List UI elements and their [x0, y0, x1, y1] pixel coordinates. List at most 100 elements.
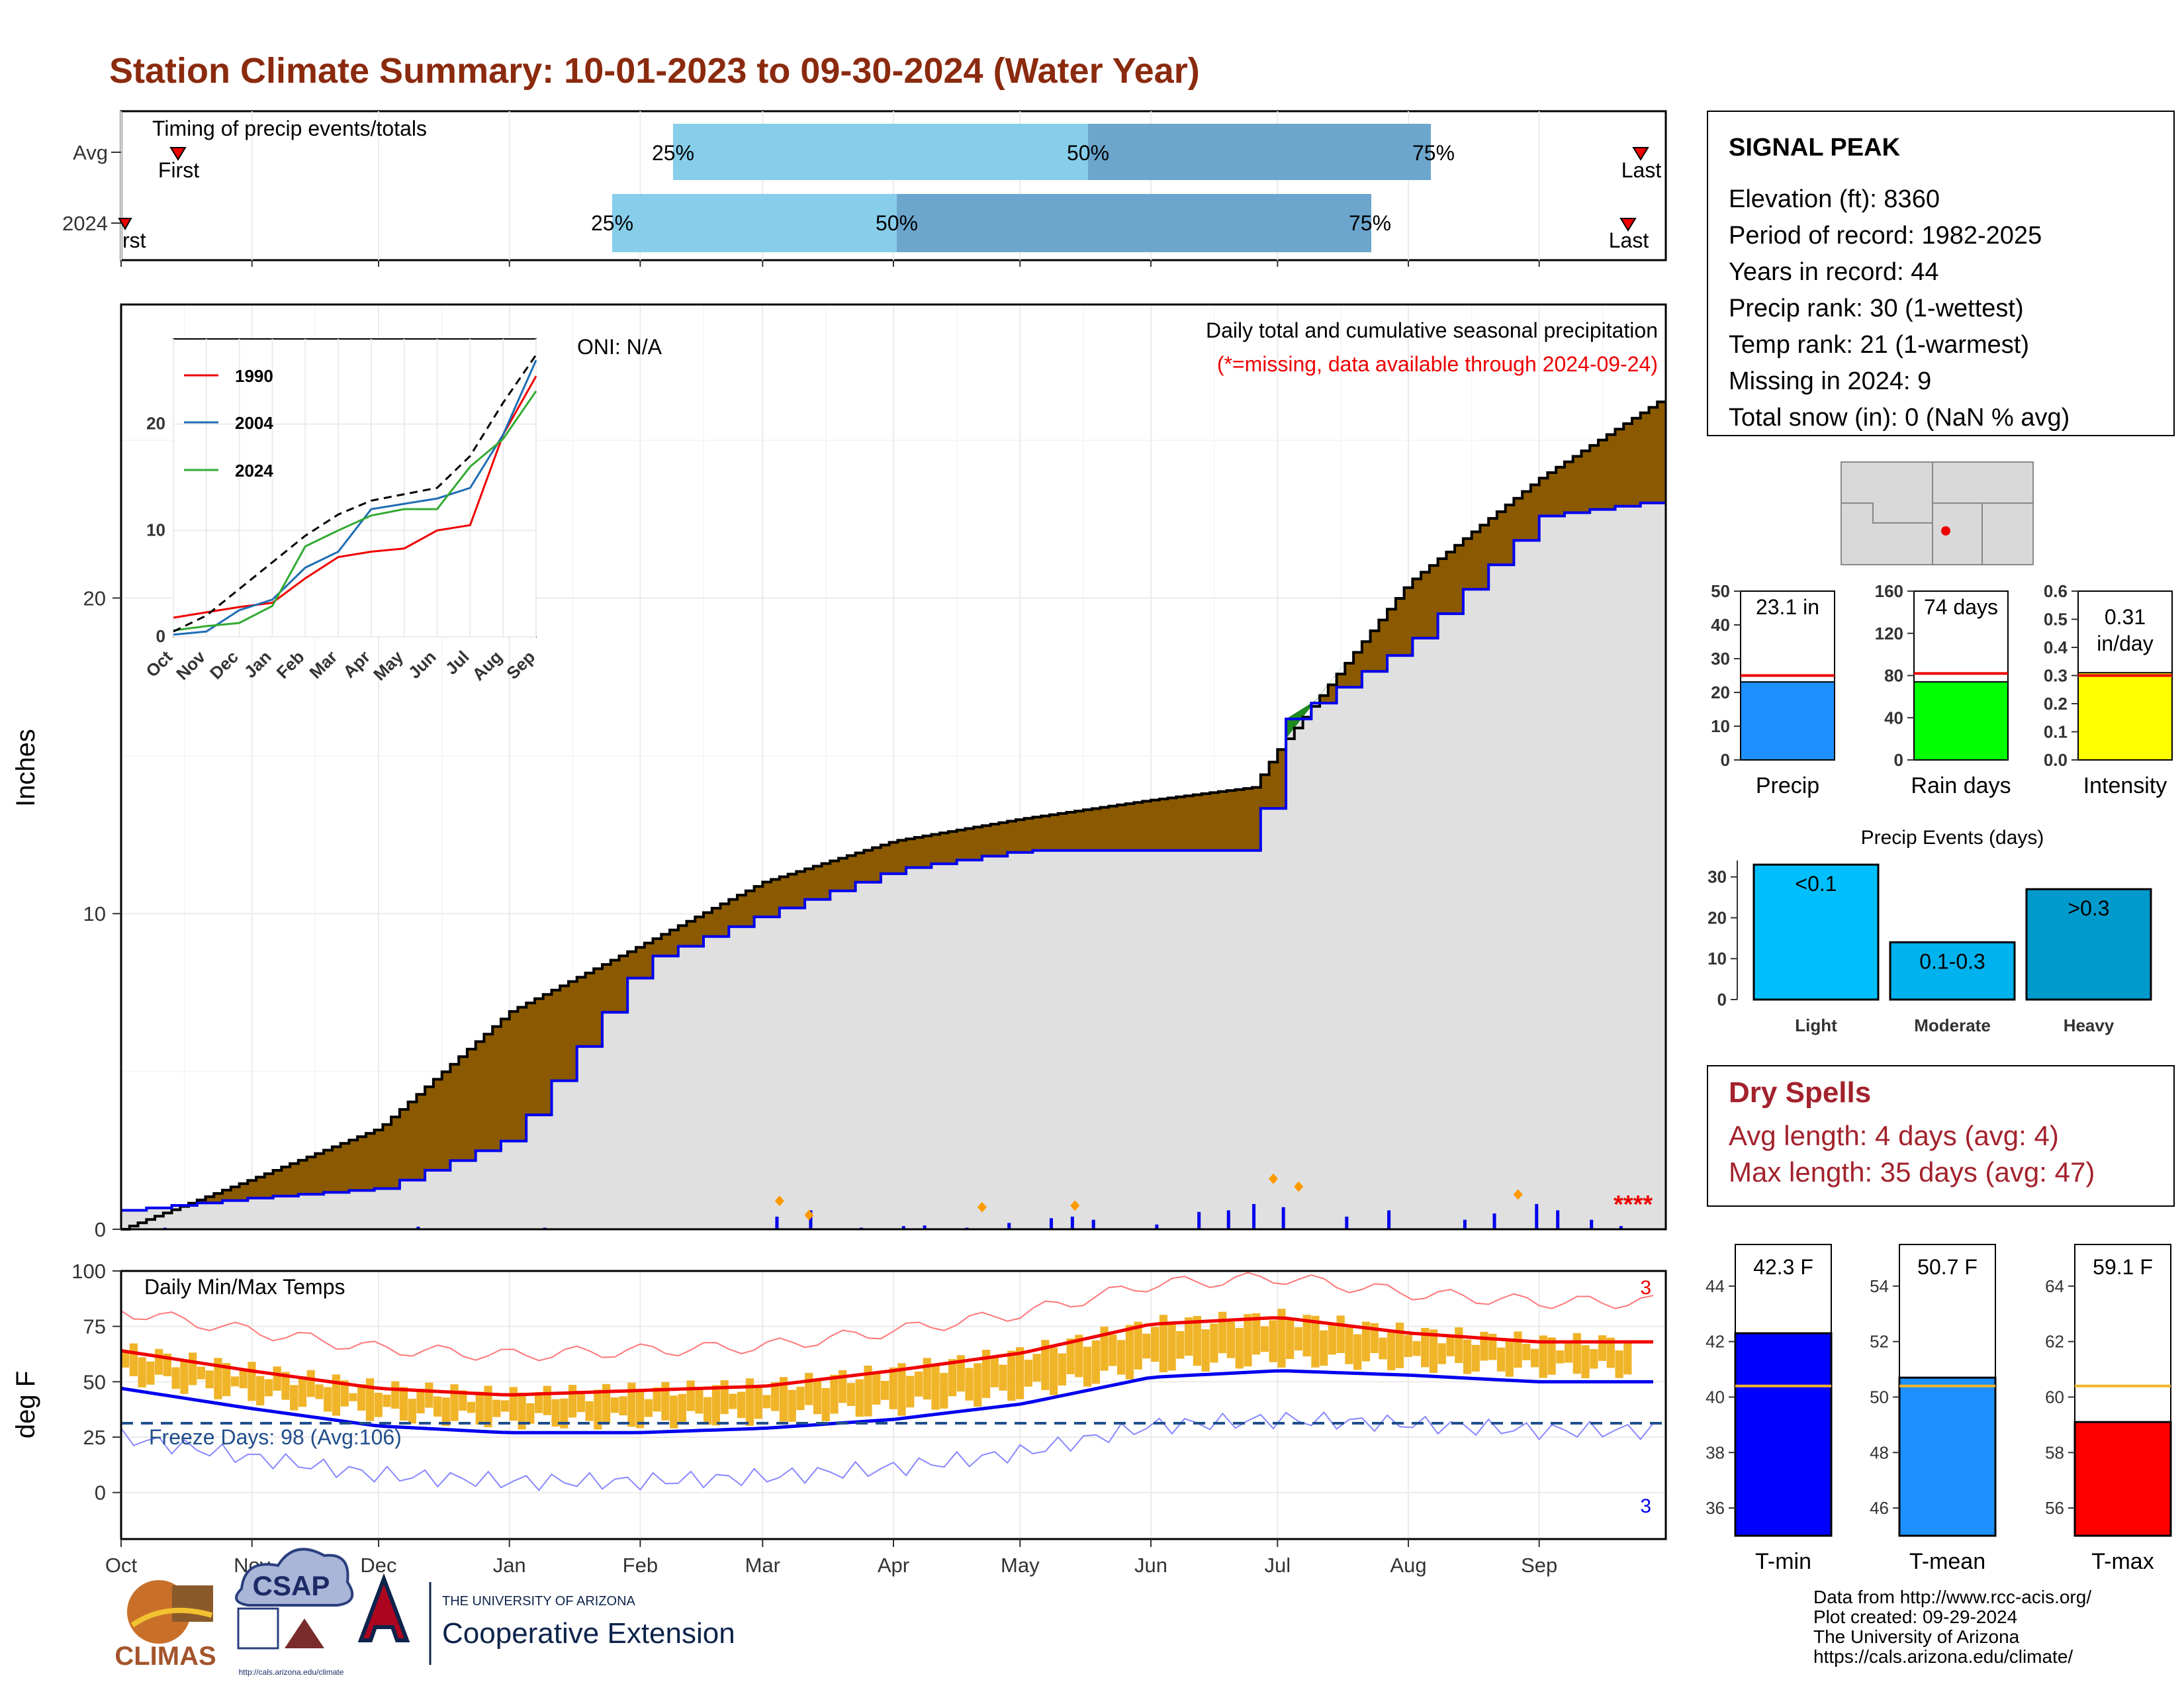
- temp-ytick-label: 0: [95, 1481, 106, 1505]
- timing-panel: Timing of precip events/totals Avg 2024 …: [62, 110, 1667, 267]
- mini-bar-tick-label: 0.6: [2044, 581, 2068, 601]
- month-label: Aug: [1390, 1554, 1426, 1577]
- avg-p25: 25%: [652, 141, 694, 165]
- daily-temp-bar: [518, 1392, 526, 1430]
- daily-temp-bar: [1328, 1325, 1337, 1355]
- daily-temp-bar: [1244, 1314, 1252, 1367]
- station-info-line: Elevation (ft): 8360: [1729, 185, 1940, 213]
- avg-first-label: First: [158, 158, 199, 182]
- daily-temp-bar: [762, 1395, 771, 1409]
- month-label: Jun: [1134, 1554, 1167, 1577]
- precip-y-axis-label: Inches: [11, 729, 40, 807]
- timing-row-avg: Avg: [73, 141, 108, 164]
- daily-temp-bar: [576, 1391, 585, 1413]
- record-high-count: 3: [1640, 1277, 1651, 1299]
- daily-precip-bar: [1556, 1210, 1560, 1229]
- daily-temp-bar: [636, 1389, 645, 1429]
- dry-spells-frame: [1707, 1065, 2175, 1207]
- daily-temp-bar: [509, 1387, 518, 1421]
- daily-temp-bar: [1581, 1345, 1590, 1379]
- daily-temp-bar: [1159, 1315, 1168, 1373]
- daily-temp-bar: [138, 1357, 146, 1387]
- legend-2004: 2004: [235, 413, 273, 433]
- events-bar-label: Light: [1795, 1015, 1837, 1035]
- temp-ytick-label: 25: [83, 1426, 106, 1449]
- daily-precip-bar: [1590, 1219, 1594, 1229]
- csap-mountain-icon: [285, 1618, 324, 1648]
- daily-temp-bar: [1598, 1335, 1607, 1361]
- footer-line-4: https://cals.arizona.edu/climate/: [1813, 1646, 2073, 1667]
- daily-temp-bar: [1336, 1315, 1345, 1354]
- map-background: [1841, 461, 2034, 565]
- daily-precip-bar: [1197, 1211, 1201, 1229]
- y2024-p25: 25%: [591, 211, 633, 235]
- daily-precip-bar: [1387, 1210, 1391, 1229]
- daily-temp-bar: [653, 1387, 661, 1412]
- location-map: [1841, 461, 2034, 565]
- daily-temp-bar: [1015, 1347, 1024, 1399]
- footer-line-3: The University of Arizona: [1813, 1626, 2020, 1647]
- mini-bar-tick-label: 30: [1711, 649, 1730, 669]
- month-label: Jul: [1264, 1554, 1291, 1577]
- daily-temp-bar: [999, 1364, 1007, 1391]
- precip-events-chart: Precip Events (days) 0 10 20 30 <0.1 Light 0.1…: [1707, 827, 2152, 1035]
- events-bar-label: Moderate: [1914, 1015, 1991, 1035]
- mini-bar-tick-label: 10: [1711, 716, 1730, 736]
- daily-temp-bar: [349, 1393, 357, 1401]
- daily-temp-bar: [239, 1368, 248, 1389]
- inset-average-line: [173, 354, 537, 633]
- daily-temp-bar: [1201, 1329, 1210, 1372]
- y2024-50-75-bar: [897, 194, 1371, 252]
- daily-temp-bar: [324, 1387, 332, 1412]
- daily-temp-bar: [1522, 1344, 1531, 1360]
- temp-ytick-label: 75: [83, 1315, 106, 1338]
- daily-temp-bar: [1066, 1338, 1075, 1375]
- mini-bar-value: [2077, 672, 2173, 761]
- daily-temp-bar: [1606, 1337, 1615, 1368]
- daily-temp-bar: [1429, 1329, 1438, 1373]
- daily-temp-bar: [433, 1396, 442, 1417]
- ua-logo: THE UNIVERSITY OF ARIZONA Cooperative Ex…: [357, 1573, 735, 1665]
- daily-temp-bar: [940, 1372, 948, 1409]
- daily-temp-bar: [729, 1393, 737, 1409]
- daily-temp-bar: [129, 1343, 138, 1377]
- daily-temp-bar: [745, 1378, 754, 1426]
- daily-temp-bar: [1320, 1330, 1328, 1366]
- daily-temp-bar: [914, 1372, 923, 1397]
- temp-bar-t-min: 36 38 40 42 44 42.3 F T-min: [1706, 1244, 1833, 1574]
- daily-temp-bar: [872, 1373, 881, 1405]
- record-precip-marker: [1268, 1173, 1278, 1184]
- temp-bar-tick-label: 60: [2045, 1387, 2064, 1407]
- temp-y-axis-label: deg F: [11, 1371, 40, 1438]
- daily-precip-bar: [1619, 1226, 1623, 1229]
- temp-bar-tick-label: 54: [1870, 1276, 1889, 1296]
- daily-temp-bar: [585, 1401, 594, 1421]
- events-title: Precip Events (days): [1861, 827, 2044, 849]
- daily-temp-bar: [408, 1399, 416, 1424]
- daily-temp-bar: [670, 1395, 678, 1429]
- avg-max-line: [120, 1316, 1653, 1397]
- legend-1990: 1990: [235, 366, 273, 386]
- daily-precip-bar: [1252, 1203, 1256, 1229]
- daily-precip-bar: [1345, 1216, 1349, 1229]
- missing-note: (*=missing, data available through 2024-…: [1217, 352, 1658, 376]
- daily-temp-bar: [543, 1385, 551, 1415]
- temp-bar-value-text: 59.1 F: [2093, 1255, 2153, 1279]
- chart-title: Station Climate Summary: 10-01-2023 to 0…: [109, 51, 1200, 91]
- daily-temp-bar: [1547, 1337, 1556, 1375]
- inset-ytick-label: 0: [156, 626, 165, 646]
- record-high-line: [120, 1272, 1654, 1362]
- daily-temp-bar: [1505, 1340, 1514, 1377]
- daily-temp-bar: [1049, 1347, 1058, 1395]
- temp-bar-tick-label: 50: [1870, 1387, 1889, 1407]
- daily-temp-bar: [1615, 1350, 1623, 1378]
- daily-temp-bar: [923, 1358, 931, 1400]
- daily-temp-bar: [686, 1380, 695, 1411]
- temp-bar-label: T-max: [2091, 1549, 2154, 1574]
- station-info-line: Missing in 2024: 9: [1729, 367, 1931, 395]
- mini-bar-tick-label: 120: [1875, 624, 1903, 643]
- daily-temp-bar: [931, 1365, 940, 1410]
- mini-bar-tick-label: 0: [1894, 750, 1903, 770]
- temp-bar-tick-label: 48: [1870, 1442, 1889, 1462]
- daily-temp-bar: [441, 1397, 450, 1427]
